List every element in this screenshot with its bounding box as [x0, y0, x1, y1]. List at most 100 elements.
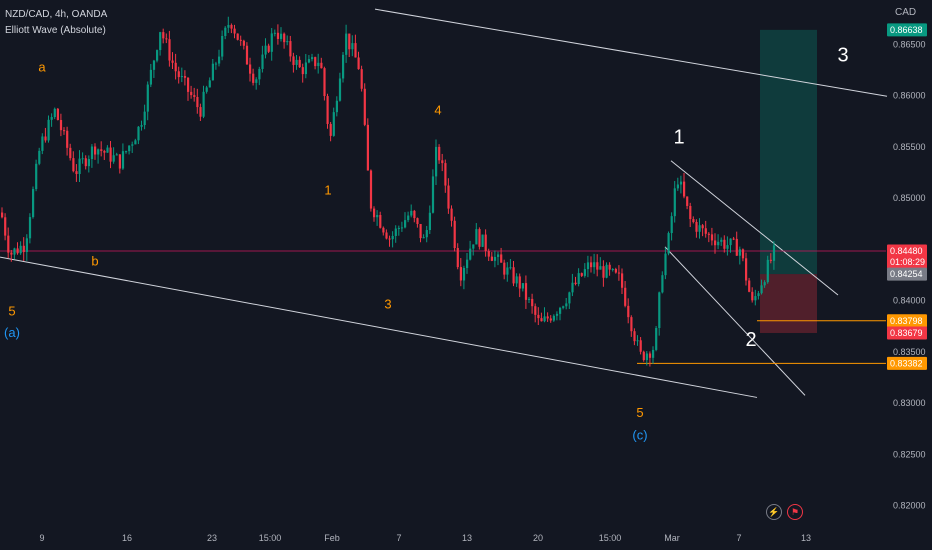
x-tick-label: 7	[736, 533, 741, 543]
trend-line[interactable]	[0, 256, 758, 398]
candle-body	[425, 230, 428, 238]
candle-body	[552, 315, 555, 321]
candle-body	[748, 280, 751, 292]
candle-body	[506, 267, 509, 275]
candle-body	[249, 64, 252, 74]
wave-label[interactable]: 4	[434, 103, 441, 118]
candle-body	[183, 76, 187, 78]
lightning-icon[interactable]: ⚡	[766, 504, 782, 520]
stop-zone[interactable]	[760, 274, 817, 333]
candle-body	[214, 63, 218, 65]
candle-body	[1, 212, 4, 218]
candle-body	[187, 77, 190, 92]
candle-body	[10, 252, 13, 255]
candle-body	[168, 39, 171, 61]
candle-body	[745, 258, 748, 281]
candle-body	[156, 50, 159, 61]
candle-body	[565, 303, 568, 307]
wave-label[interactable]: 3	[837, 44, 848, 66]
candle-body	[648, 353, 652, 358]
trend-line[interactable]	[670, 160, 839, 296]
candle-body	[580, 273, 583, 276]
candle-body	[490, 256, 493, 261]
candle-body	[94, 146, 97, 155]
indicator-title[interactable]: Elliott Wave (Absolute)	[5, 25, 106, 36]
wave-label[interactable]: a	[38, 60, 46, 75]
wave-label[interactable]: 3	[384, 296, 391, 311]
trend-line[interactable]	[664, 246, 806, 396]
candle-body	[103, 150, 106, 153]
flag-icon[interactable]: ⚑	[787, 504, 803, 520]
candle-body	[255, 79, 258, 83]
candle-body	[583, 269, 586, 276]
candle-body	[69, 147, 72, 159]
x-tick-label: Feb	[324, 533, 340, 543]
candle-body	[738, 249, 741, 256]
x-tick-label: 20	[533, 533, 543, 543]
candle-body	[503, 262, 506, 275]
candle-body	[692, 219, 695, 222]
candle-body	[664, 253, 667, 276]
price-badge	[887, 244, 927, 269]
wave-label[interactable]: (a)	[4, 325, 20, 340]
wave-label[interactable]: 1	[673, 126, 684, 148]
x-tick-label: 7	[396, 533, 401, 543]
candle-body	[670, 216, 673, 234]
candle-body	[218, 56, 221, 64]
price-badge-label: 0.83679	[890, 328, 923, 338]
candle-body	[140, 125, 143, 127]
y-tick-label: 0.84000	[893, 296, 926, 306]
wave-label[interactable]: b	[91, 253, 98, 268]
candle-body	[481, 234, 484, 247]
wave-label[interactable]: 1	[324, 183, 331, 198]
candle-body	[109, 147, 112, 162]
candle-body	[760, 285, 763, 294]
trend-line[interactable]	[374, 8, 888, 97]
candle-body	[233, 28, 236, 34]
candle-body	[382, 227, 385, 233]
symbol-title[interactable]: NZD/CAD, 4h, OANDA	[5, 9, 108, 20]
candle-body	[596, 262, 599, 270]
candle-body	[633, 331, 636, 342]
candle-body	[574, 282, 577, 285]
candle-body	[630, 317, 633, 332]
candle-body	[242, 40, 245, 46]
candle-body	[196, 96, 199, 108]
candle-body	[112, 155, 115, 162]
candle-body	[376, 214, 379, 218]
price-badge-label: 0.86638	[890, 25, 923, 35]
y-tick-label: 0.82500	[893, 449, 926, 459]
x-tick-label: Mar	[664, 533, 680, 543]
wave-label[interactable]: 2	[745, 329, 756, 351]
candle-body	[363, 88, 366, 125]
wave-label[interactable]: (c)	[632, 427, 647, 442]
candle-body	[354, 43, 357, 58]
profit-zone[interactable]	[760, 29, 817, 275]
wave-label[interactable]: 5	[8, 303, 15, 318]
candle-body	[4, 217, 7, 236]
candle-body	[404, 220, 407, 228]
candle-body	[394, 228, 397, 236]
candle-body	[686, 196, 689, 206]
countdown-label: 01:08:29	[890, 257, 925, 267]
candle-body	[236, 33, 239, 40]
candle-body	[540, 318, 543, 322]
candle-body	[245, 45, 249, 65]
price-badge	[887, 356, 927, 370]
candle-body	[571, 282, 574, 293]
candle-body	[211, 63, 214, 81]
candle-body	[224, 27, 227, 36]
candle-body	[174, 62, 177, 72]
candle-body	[342, 54, 345, 79]
candle-body	[456, 248, 459, 268]
candle-body	[115, 154, 118, 156]
candle-body	[757, 293, 760, 297]
candle-body	[357, 57, 360, 70]
candle-body	[366, 124, 369, 171]
candle-body	[90, 146, 94, 160]
candle-body	[165, 38, 168, 40]
wave-label[interactable]: 5	[636, 405, 643, 420]
candle-body	[599, 266, 602, 270]
x-tick-label: 9	[39, 533, 44, 543]
